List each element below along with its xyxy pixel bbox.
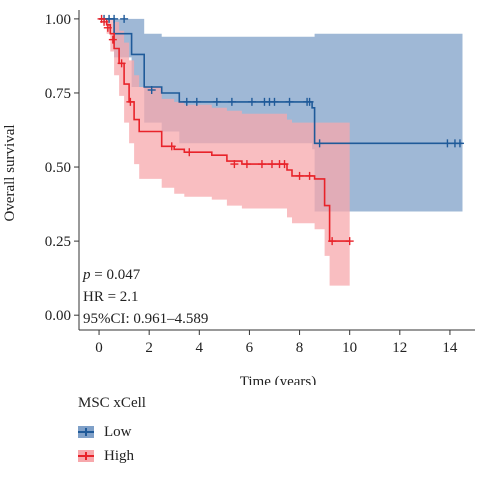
legend-item-low: Low — [78, 420, 146, 444]
x-axis-ticks: 0 2 4 6 8 10 12 14 — [95, 330, 458, 356]
y-tick-label: 0.75 — [45, 86, 71, 102]
band-high — [99, 18, 350, 286]
censor-mark-high — [103, 23, 112, 32]
censor-mark-low — [120, 14, 129, 23]
x-tick-label: 6 — [246, 340, 254, 356]
censor-mark-low — [455, 139, 464, 148]
y-tick-label: 1.00 — [45, 12, 71, 28]
censor-mark-high — [126, 97, 135, 106]
confidence-bands — [99, 18, 463, 286]
x-tick-label: 2 — [145, 340, 153, 356]
x-tick-label: 10 — [342, 340, 357, 356]
censor-mark-low — [182, 97, 191, 106]
censor-mark-high — [328, 237, 337, 246]
hr-annotation: HR = 2.1 — [83, 289, 139, 305]
censor-mark-low — [110, 14, 119, 23]
censor-marks — [97, 14, 464, 246]
y-axis-ticks: 0.00 0.25 0.50 0.75 1.00 — [45, 12, 79, 324]
survival-chart: 0.00 0.25 0.50 0.75 1.00 0 2 4 6 8 10 12 14 Overall… — [2, 10, 475, 385]
censor-mark-low — [305, 97, 314, 106]
censor-mark-high — [267, 160, 276, 169]
x-tick-label: 12 — [392, 340, 407, 356]
censor-mark-high — [305, 171, 314, 180]
censor-mark-high — [108, 35, 117, 44]
legend-title: MSC xCell — [78, 395, 146, 411]
x-tick-label: 0 — [95, 340, 103, 356]
censor-mark-high — [257, 160, 266, 169]
x-axis-label: Time (years) — [240, 374, 317, 385]
y-axis-label: Overall survival — [2, 124, 18, 221]
p-value-annotation: p = 0.047 — [82, 267, 141, 283]
legend-label-low: Low — [104, 423, 132, 440]
censor-mark-high — [242, 160, 251, 169]
censor-mark-low — [247, 97, 256, 106]
censor-mark-high — [295, 171, 304, 180]
censor-mark-low — [315, 139, 324, 148]
legend-swatch-high — [78, 450, 94, 462]
censor-mark-low — [192, 97, 201, 106]
censor-mark-low — [285, 97, 294, 106]
censor-mark-high — [167, 142, 176, 151]
y-tick-label: 0.25 — [45, 234, 71, 250]
x-tick-label: 4 — [196, 340, 204, 356]
x-tick-label: 14 — [442, 340, 458, 356]
p-symbol: p — [82, 267, 91, 283]
curve-low — [99, 18, 463, 145]
censor-mark-high — [100, 17, 109, 26]
legend-item-high: High — [78, 444, 146, 468]
censor-mark-high — [280, 160, 289, 169]
legend-swatch-low — [78, 426, 94, 438]
legend-label-high: High — [104, 447, 134, 464]
censor-mark-low — [270, 97, 279, 106]
x-tick-label: 8 — [296, 340, 304, 356]
y-tick-label: 0.50 — [45, 160, 71, 176]
legend: MSC xCell Low High — [78, 395, 146, 468]
y-tick-label: 0.00 — [45, 308, 71, 324]
censor-mark-high — [230, 160, 239, 169]
censor-mark-low — [212, 97, 221, 106]
censor-mark-low — [147, 86, 156, 94]
censor-mark-low — [227, 97, 236, 106]
p-value: = 0.047 — [91, 267, 141, 283]
censor-mark-high — [345, 237, 354, 246]
censor-mark-low — [443, 139, 452, 148]
ci-annotation: 95%CI: 0.961–4.589 — [83, 311, 208, 327]
censor-mark-high — [185, 148, 194, 157]
censor-mark-high — [117, 59, 126, 68]
